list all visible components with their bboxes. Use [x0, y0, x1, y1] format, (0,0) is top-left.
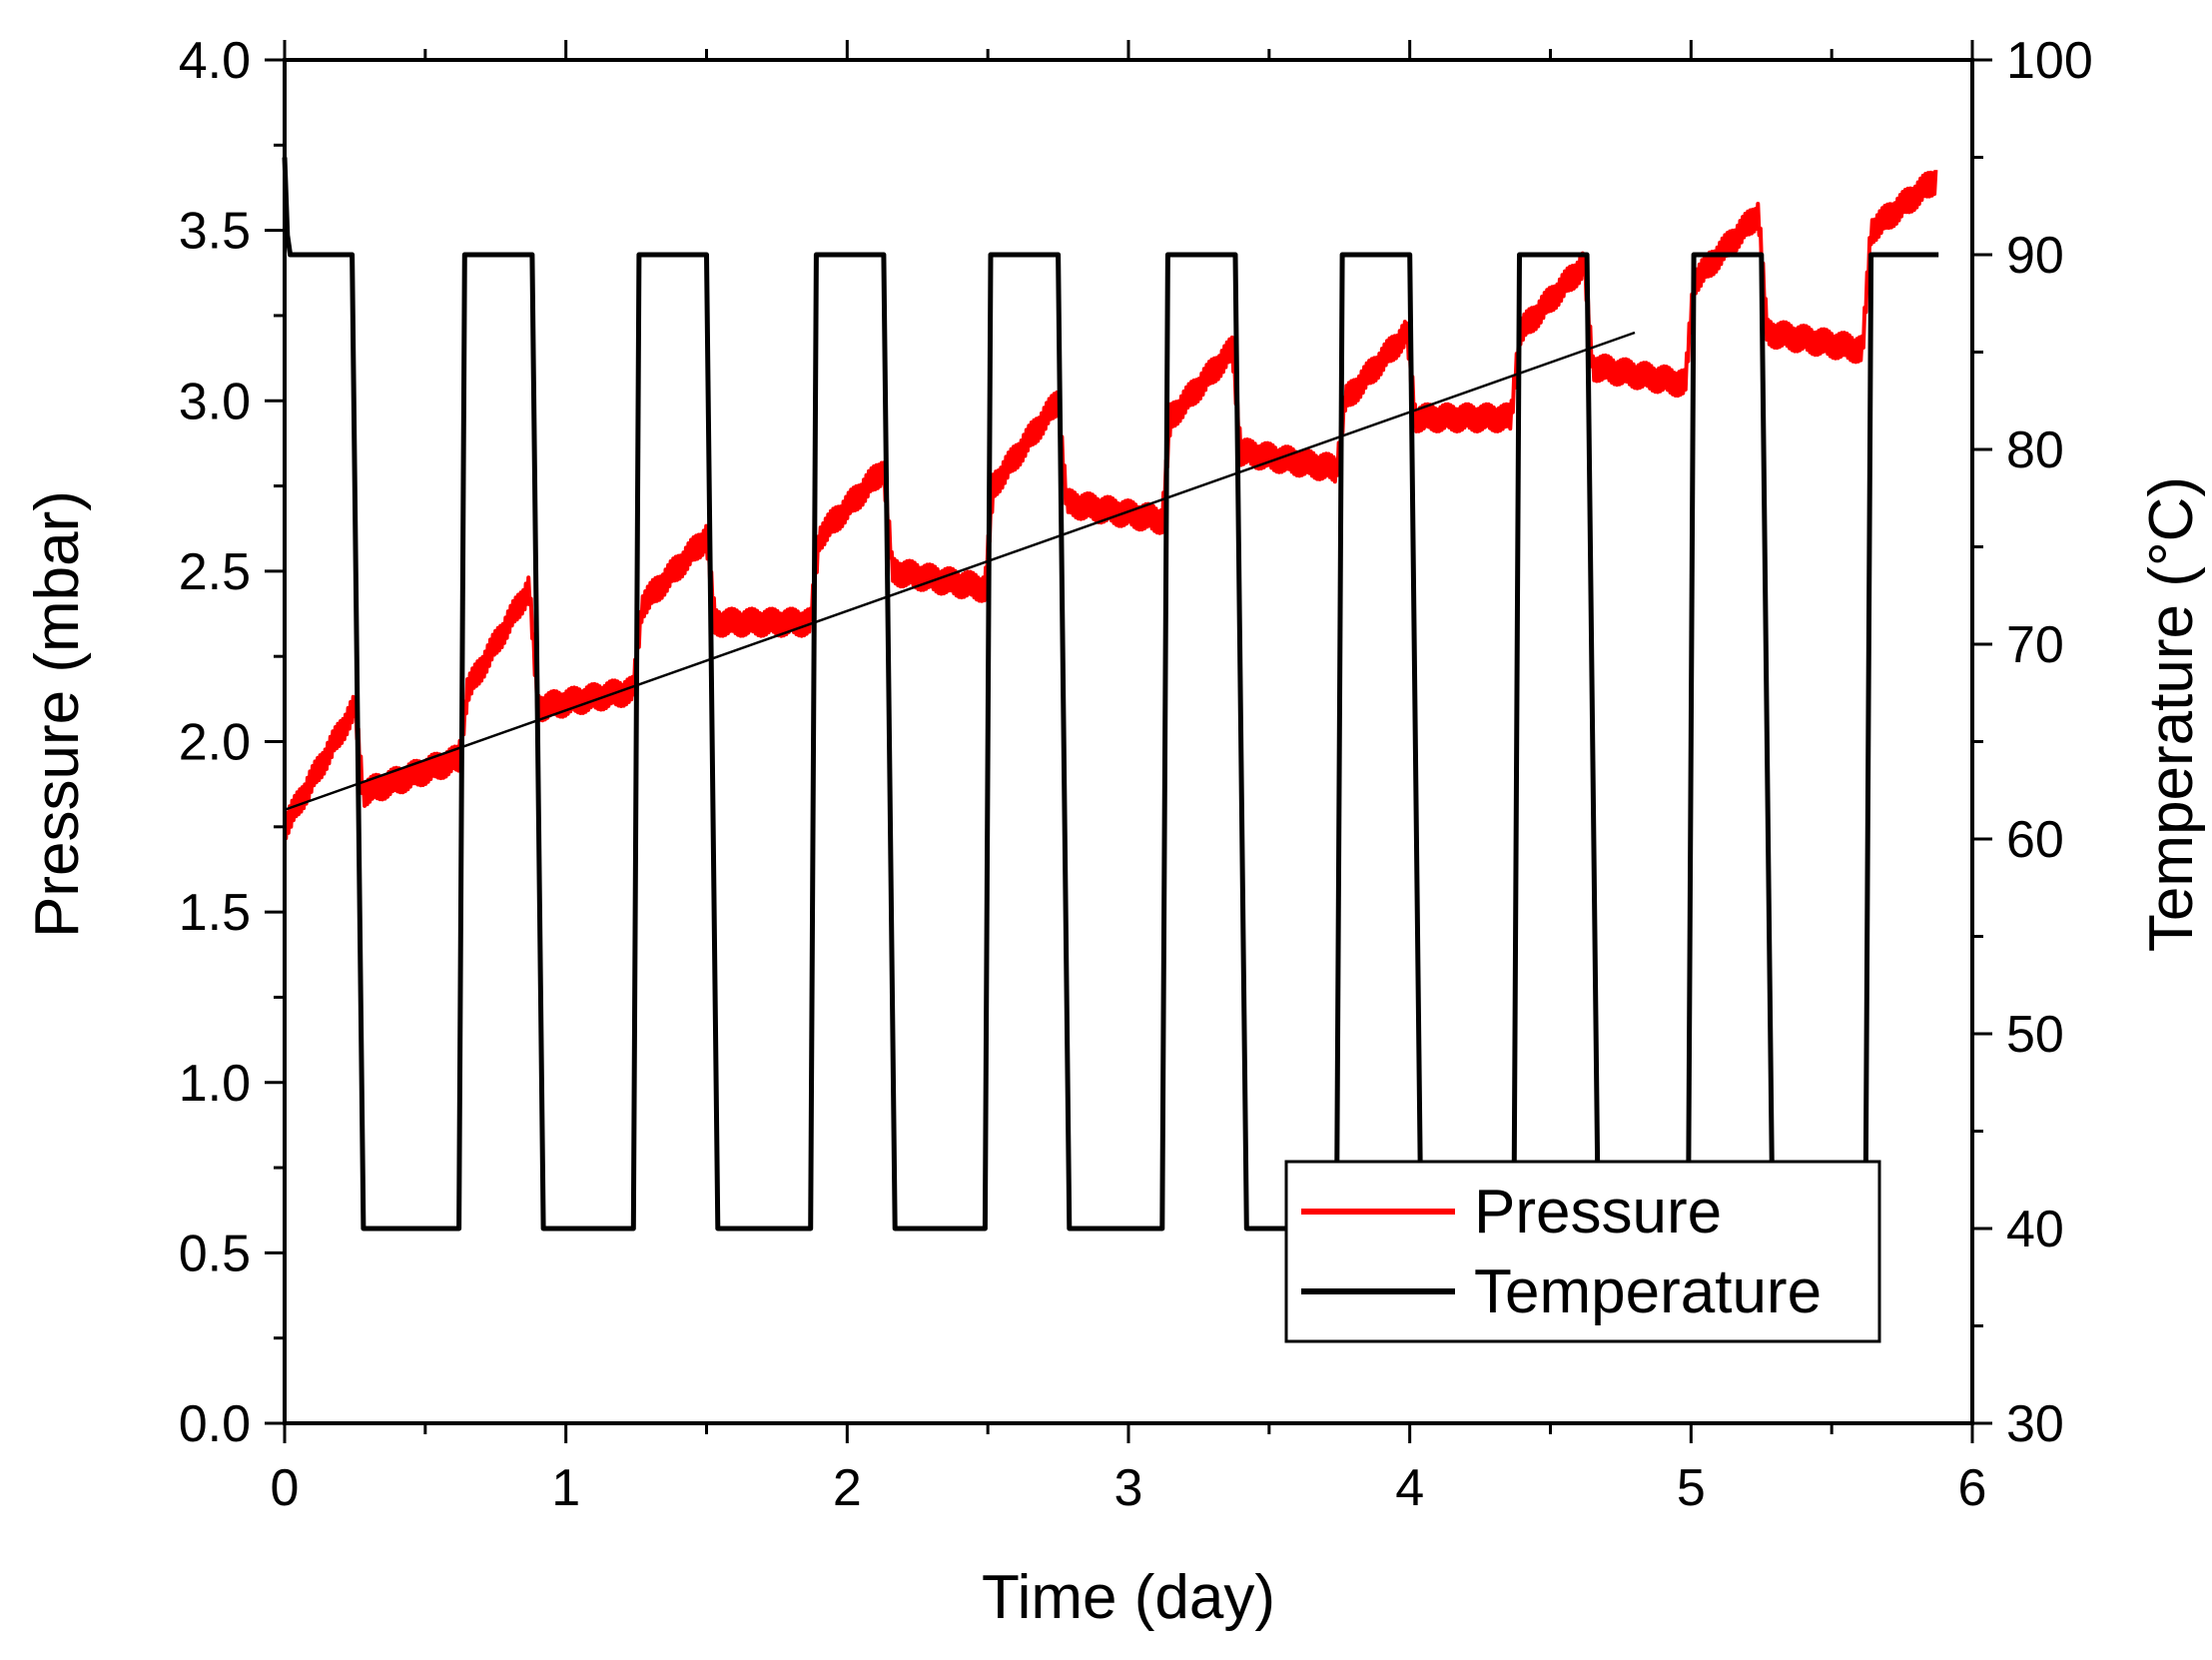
- y-tick-label: 2.5: [179, 543, 251, 601]
- y-tick-label: 0.5: [179, 1225, 251, 1282]
- y2-tick-label: 60: [2006, 811, 2064, 869]
- x-tick-label: 2: [833, 1459, 862, 1517]
- legend: Pressure Temperature: [1284, 1160, 1881, 1343]
- y-tick-label: 2.0: [179, 714, 251, 772]
- y2-tick-label: 100: [2006, 32, 2093, 90]
- y-tick-label: 1.0: [179, 1055, 251, 1113]
- trend-line: [284, 331, 1636, 811]
- x-tick-label: 6: [1958, 1459, 1987, 1517]
- y2-tick-label: 70: [2006, 616, 2064, 674]
- x-tick-label: 4: [1395, 1459, 1424, 1517]
- y-tick-label: 3.5: [179, 203, 251, 261]
- legend-label-temperature: Temperature: [1474, 1257, 1822, 1326]
- x-tick-label: 5: [1677, 1459, 1706, 1517]
- x-tick-label: 3: [1114, 1459, 1143, 1517]
- y2-tick-label: 50: [2006, 1006, 2064, 1064]
- x-tick-label: 1: [551, 1459, 580, 1517]
- series-line-pressure: [283, 170, 1938, 841]
- x-axis-title: Time (day): [982, 1563, 1275, 1632]
- y2-tick-label: 40: [2006, 1201, 2064, 1258]
- x-tick-label: 0: [271, 1459, 300, 1517]
- legend-label-pressure: Pressure: [1474, 1178, 1722, 1246]
- y2-tick-label: 90: [2006, 227, 2064, 285]
- plot-area: 0 1 2 3 4 5 6 0.0 0.5 1.0 1.5 2.0 2.5 3.0 3.5 4.0 30 40 50…: [179, 32, 2093, 1517]
- y-tick-label: 4.0: [179, 32, 251, 90]
- y-tick-label: 1.5: [179, 884, 251, 942]
- y2-tick-label: 30: [2006, 1395, 2064, 1453]
- y2-tick-label: 80: [2006, 421, 2064, 479]
- right-y-axis-title: Temperature (°C): [2137, 476, 2206, 952]
- y-tick-label: 3.0: [179, 373, 251, 430]
- legend-box: [1284, 1160, 1881, 1343]
- left-y-axis-title: Pressure (mbar): [23, 490, 92, 938]
- y-tick-label: 0.0: [179, 1395, 251, 1453]
